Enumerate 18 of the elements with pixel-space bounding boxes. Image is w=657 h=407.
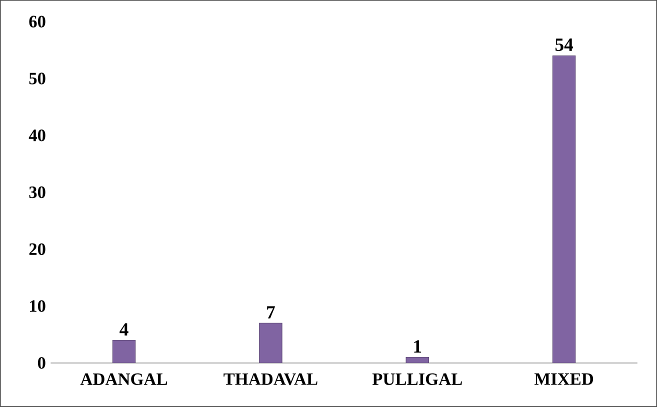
y-tick-label: 30: [29, 186, 46, 198]
data-label: 54: [555, 38, 574, 52]
y-tick-label: 60: [29, 16, 46, 28]
x-tick-label: PULLIGAL: [372, 373, 462, 386]
data-label: 7: [267, 306, 275, 318]
x-tick-label: THADAVAL: [224, 373, 318, 386]
bar: [552, 55, 576, 363]
x-tick-label: MIXED: [534, 373, 594, 385]
bar: [259, 322, 282, 363]
y-tick-label: 20: [29, 243, 46, 256]
y-tick-label: 0: [38, 357, 46, 369]
y-tick-label: 50: [29, 72, 46, 84]
bar: [112, 340, 136, 363]
data-label: 4: [120, 323, 128, 336]
y-tick-label: 40: [28, 130, 46, 142]
data-label: 1: [414, 340, 422, 353]
x-tick-label: ADANGAL: [80, 373, 168, 386]
y-tick-label: 10: [30, 300, 46, 312]
